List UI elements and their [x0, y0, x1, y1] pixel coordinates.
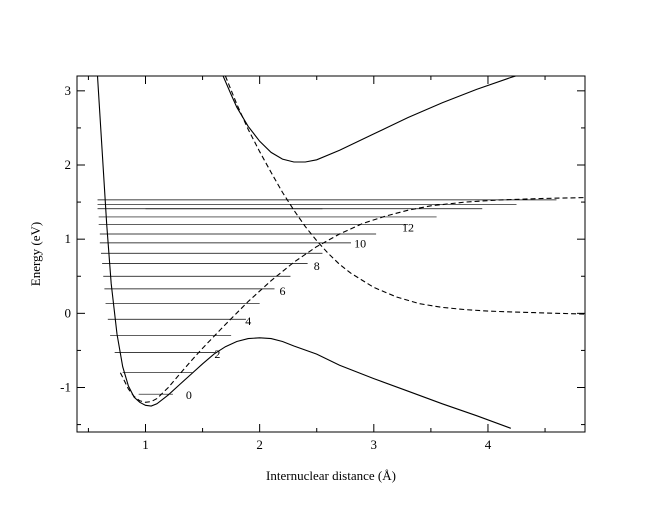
x-tick-label: 4 [485, 437, 492, 452]
curve-dashed-2 [119, 197, 585, 403]
level-label-6: 6 [279, 284, 285, 298]
curve-solid-1 [222, 76, 518, 163]
x-tick-label: 3 [371, 437, 378, 452]
level-label-2: 2 [214, 347, 220, 361]
level-label-0: 0 [186, 388, 192, 402]
y-tick-label: 0 [65, 305, 72, 320]
plot-area: 0 2 4 6 8 10 12 [96, 76, 585, 429]
x-tick-label: 1 [142, 437, 149, 452]
level-label-8: 8 [314, 259, 320, 273]
x-axis-label: Internuclear distance (Å) [266, 468, 396, 483]
y-tick-label: 1 [65, 231, 72, 246]
x-tick-label: 2 [256, 437, 263, 452]
level-label-10: 10 [354, 237, 366, 251]
curves-layer [96, 76, 585, 429]
level-label-4: 4 [245, 314, 251, 328]
level-label-12: 12 [402, 220, 414, 234]
level-labels-layer: 0 2 4 6 8 10 12 [186, 220, 414, 402]
curve-solid-0 [96, 76, 511, 429]
curve-dashed-3 [224, 76, 585, 315]
vibrational-levels-layer [97, 199, 557, 395]
y-axis-label: Energy (eV) [28, 222, 43, 286]
y-tick-label: 3 [65, 83, 72, 98]
y-tick-label: 2 [65, 157, 72, 172]
plot-frame [76, 75, 586, 433]
y-tick-label: -1 [60, 380, 71, 395]
